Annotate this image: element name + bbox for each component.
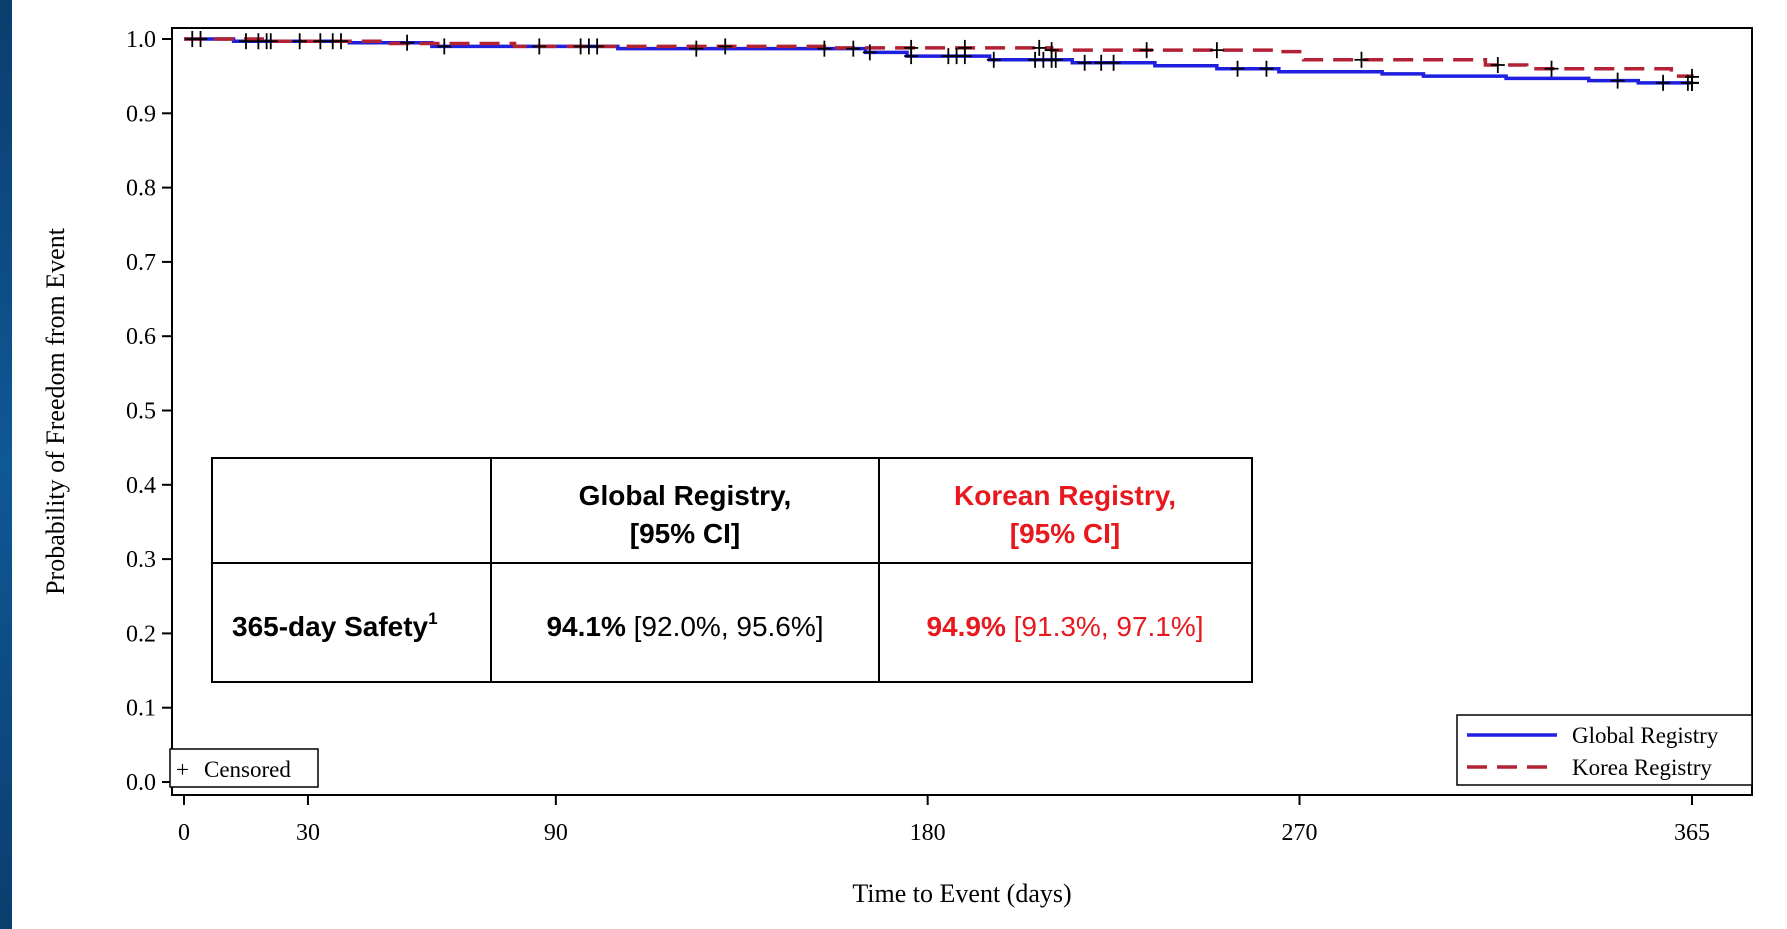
y-tick-label: 0.4 xyxy=(126,473,156,499)
censor-mark-global-registry xyxy=(313,33,328,50)
y-axis-title: Probability of Freedom from Event xyxy=(41,227,70,595)
censor-mark-korea-registry xyxy=(581,38,596,55)
chart-panel: 0.0 0.1 0.2 0.3 0.4 0.5 0.6 0.7 0.8 0.9 1.0 0 30 90 1… xyxy=(12,0,1787,929)
censor-mark-korea-registry xyxy=(1354,51,1369,68)
x-axis: 0 30 90 180 270 365 xyxy=(178,795,1710,846)
x-axis-title: Time to Event (days) xyxy=(852,879,1071,908)
korean-safety-ci-space xyxy=(1006,611,1014,642)
header-global-line2: [95% CI] xyxy=(630,518,740,549)
censor-mark-global-registry xyxy=(862,44,877,61)
censor-mark-global-registry xyxy=(986,51,1001,68)
header-global-line1: Global Registry, xyxy=(579,480,792,511)
y-tick-label: 0.3 xyxy=(126,547,156,573)
censor-mark-global-registry xyxy=(1656,74,1671,91)
y-tick-label: 0.9 xyxy=(126,101,156,127)
x-tick-label: 90 xyxy=(544,820,568,846)
korean-safety-ci: [91.3%, 97.1%] xyxy=(1014,611,1204,642)
global-safety-value: 94.1% xyxy=(546,611,625,642)
censor-mark-korea-registry xyxy=(1032,39,1047,56)
censor-mark-global-registry xyxy=(238,33,253,50)
x-tick-label: 365 xyxy=(1674,820,1710,846)
censored-key-label: Censored xyxy=(204,757,291,782)
censor-mark-global-registry xyxy=(689,40,704,57)
y-tick-label: 0.6 xyxy=(126,324,156,350)
y-tick-label: 0.7 xyxy=(126,250,156,276)
y-axis: 0.0 0.1 0.2 0.3 0.4 0.5 0.6 0.7 0.8 0.9 1.0 xyxy=(126,27,172,796)
y-tick-label: 1.0 xyxy=(126,27,156,53)
series-line-korea-registry xyxy=(184,37,1694,78)
censor-mark-korea-registry xyxy=(1044,42,1059,59)
header-korean-line2: [95% CI] xyxy=(1010,518,1120,549)
censor-mark-global-registry xyxy=(1106,54,1121,71)
x-tick-label: 270 xyxy=(1282,820,1318,846)
global-safety-ci: [92.0%, 95.6%] xyxy=(634,611,824,642)
censor-mark-korea-registry xyxy=(1490,57,1505,74)
censor-mark-korea-registry xyxy=(1544,60,1559,77)
censor-mark-global-registry xyxy=(292,33,307,50)
global-safety-cell: 94.1% [92.0%, 95.6%] xyxy=(546,611,823,642)
censor-mark-global-registry xyxy=(437,38,452,55)
y-tick-label: 0.0 xyxy=(126,770,156,796)
inset-table: Global Registry, [95% CI] Korean Registr… xyxy=(211,457,1253,683)
censor-mark-korea-registry xyxy=(957,39,972,56)
censor-mark-global-registry xyxy=(1610,72,1625,89)
legend-box xyxy=(1456,714,1753,786)
censor-mark-global-registry xyxy=(1048,51,1063,68)
censor-mark-global-registry xyxy=(817,40,832,57)
y-tick-label: 0.2 xyxy=(126,621,156,647)
censor-mark-global-registry xyxy=(400,34,415,51)
row-label-footnote: 1 xyxy=(428,609,437,628)
censor-mark-global-registry xyxy=(1094,54,1109,71)
censor-mark-global-registry xyxy=(1077,54,1092,71)
series-layer xyxy=(184,31,1699,91)
censored-key-symbol: + xyxy=(176,757,189,782)
censor-mark-korea-registry xyxy=(718,38,733,55)
y-tick-label: 0.8 xyxy=(126,176,156,202)
censor-mark-korea-registry xyxy=(1685,68,1699,85)
censor-mark-global-registry xyxy=(1230,60,1245,77)
x-tick-label: 180 xyxy=(910,820,946,846)
km-chart: 0.0 0.1 0.2 0.3 0.4 0.5 0.6 0.7 0.8 0.9 1.0 0 30 90 1… xyxy=(41,27,1753,908)
censor-mark-global-registry xyxy=(532,38,547,55)
y-tick-label: 0.1 xyxy=(126,696,156,722)
table-border xyxy=(211,457,1253,683)
korean-safety-cell: 94.9% [91.3%, 97.1%] xyxy=(926,611,1203,642)
censored-key-box xyxy=(169,748,319,788)
header-korean-line1: Korean Registry, xyxy=(954,480,1176,511)
censor-mark-korea-registry xyxy=(1209,42,1224,59)
censored-key: + Censored xyxy=(169,748,319,788)
row-label-text: 365-day Safety xyxy=(232,611,429,642)
x-tick-label: 0 xyxy=(178,820,190,846)
row-label: 365-day Safety1 xyxy=(232,609,438,642)
global-safety-ci-space xyxy=(626,611,634,642)
censor-mark-global-registry xyxy=(846,40,861,57)
censor-mark-global-registry xyxy=(193,31,208,47)
y-tick-label: 0.5 xyxy=(126,399,156,425)
legend: Global Registry Korea Registry xyxy=(1456,714,1753,786)
censor-mark-global-registry xyxy=(333,33,348,50)
x-tick-label: 30 xyxy=(296,820,320,846)
censor-mark-korea-registry xyxy=(904,39,919,56)
korean-safety-value: 94.9% xyxy=(926,611,1005,642)
legend-label-korea: Korea Registry xyxy=(1572,755,1712,780)
censor-mark-korea-registry xyxy=(263,33,278,50)
legend-label-global: Global Registry xyxy=(1572,723,1719,748)
censor-mark-korea-registry xyxy=(1139,42,1154,59)
censor-mark-global-registry xyxy=(1259,60,1274,77)
